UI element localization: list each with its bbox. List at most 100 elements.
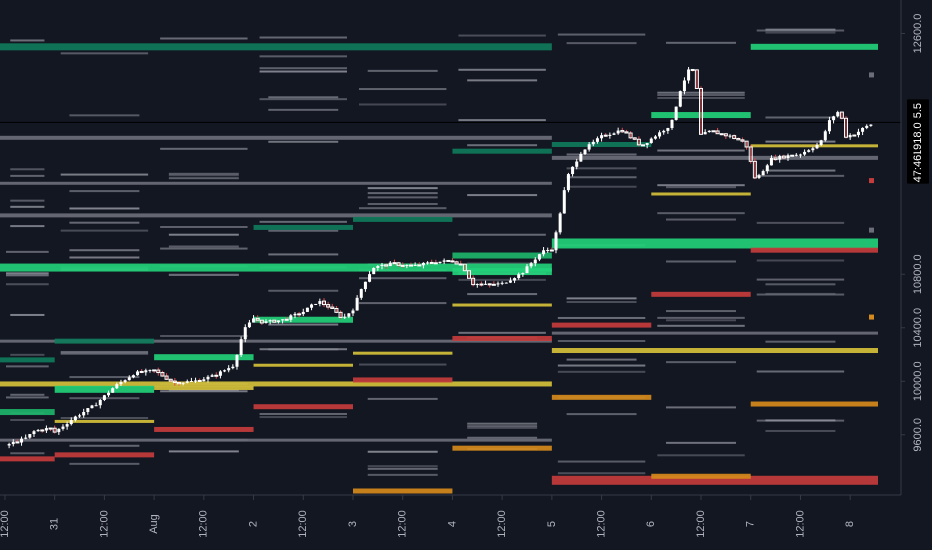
candle-body <box>778 156 782 160</box>
candle-body <box>24 437 28 439</box>
candle-body <box>632 137 637 140</box>
level-line-minor <box>69 376 140 379</box>
candle-body <box>197 379 202 382</box>
candle-body <box>94 405 98 407</box>
candle-body <box>529 263 533 267</box>
candle-body <box>670 119 674 129</box>
candle-body <box>297 313 302 316</box>
candle-body <box>636 138 641 146</box>
candle-body <box>769 157 773 166</box>
candle-body <box>111 388 115 393</box>
candle-body <box>384 264 389 267</box>
level-band <box>0 381 552 387</box>
candle-body <box>591 141 595 145</box>
candle-body <box>732 135 737 140</box>
candle-body <box>513 278 517 281</box>
level-line-minor <box>6 272 49 275</box>
candle-body <box>11 441 15 445</box>
candle-body <box>641 144 646 147</box>
time-tick-label: 7 <box>745 521 757 527</box>
level-line-minor <box>666 41 736 44</box>
level-line-minor <box>467 422 538 425</box>
level-line-minor <box>259 220 347 223</box>
price-tag-label: 47:46 <box>912 155 924 183</box>
level-line-minor <box>358 302 447 305</box>
level-line-minor <box>168 245 239 248</box>
candle-body <box>616 130 620 134</box>
level-line-minor <box>10 168 45 171</box>
level-line-minor <box>69 114 140 117</box>
level-line-minor <box>557 316 646 319</box>
candle-body <box>392 262 397 265</box>
level-band <box>551 141 652 147</box>
level-line-minor <box>6 396 49 399</box>
level-band <box>0 456 55 462</box>
candle-body <box>740 139 745 142</box>
candles <box>7 66 873 449</box>
level-band <box>0 357 55 363</box>
level-line-minor <box>168 389 239 392</box>
candle-body <box>355 297 359 311</box>
price-axis[interactable]: 12600.0 10800.0 10400.0 10000.0 9600.0 <box>901 14 924 452</box>
level-line-minor <box>10 199 45 202</box>
candle-body <box>40 429 45 432</box>
candle-body <box>28 434 32 438</box>
candle-body <box>119 382 123 385</box>
level-line-minor <box>765 169 836 172</box>
candle-body <box>624 131 629 134</box>
level-line-minor <box>160 335 248 338</box>
candle-body <box>259 319 264 324</box>
level-line-minor <box>259 67 347 70</box>
level-line-minor <box>458 68 546 71</box>
level-line-minor <box>367 192 438 195</box>
level-band <box>54 419 155 423</box>
candle-body <box>687 69 691 81</box>
level-line-minor <box>467 262 538 265</box>
time-tick-label: 12:00 <box>496 510 508 538</box>
time-tick-label: 4 <box>446 521 458 527</box>
level-line-minor <box>367 187 438 190</box>
level-line-minor <box>268 108 339 111</box>
candle-body <box>446 259 451 262</box>
level-line-minor <box>657 184 745 187</box>
level-line-minor <box>367 467 438 470</box>
candle-body <box>653 136 657 139</box>
candle-body <box>600 135 604 139</box>
candle-body <box>703 132 707 135</box>
level-line-minor <box>666 260 736 263</box>
level-line-minor <box>69 190 140 193</box>
level-band <box>253 363 353 367</box>
level-band <box>651 473 751 479</box>
candle-body <box>438 261 442 264</box>
level-line-minor <box>756 278 845 281</box>
price-tick-label: 10400.0 <box>912 308 924 348</box>
price-tag-box <box>907 118 929 165</box>
level-line-minor <box>268 323 339 326</box>
level-line-minor <box>358 103 447 106</box>
level-line-minor <box>566 167 637 170</box>
level-line-minor <box>10 205 45 208</box>
candle-body <box>819 140 823 145</box>
candle-body <box>372 268 376 275</box>
level-band <box>54 338 155 344</box>
candle-body <box>462 263 467 272</box>
time-tick-label: 8 <box>844 521 856 527</box>
candle-body <box>107 392 111 396</box>
candle-body <box>429 261 434 264</box>
time-axis[interactable]: 12:00 31 12:00 Aug 12:00 2 12:00 3 12:00 4 12:00 5 1… <box>0 495 856 538</box>
candle-body <box>281 319 285 321</box>
candle-body <box>554 232 558 251</box>
candle-body <box>15 441 20 444</box>
candle-body <box>210 375 214 377</box>
level-line-minor <box>367 450 438 453</box>
time-tick-label: 12:00 <box>397 510 409 538</box>
candle-body <box>694 69 699 89</box>
level-line-minor <box>458 331 546 334</box>
time-tick-label: 31 <box>49 518 61 530</box>
level-line-minor <box>557 33 646 36</box>
level-band <box>452 268 552 276</box>
candle-body <box>723 133 728 137</box>
level-line-minor <box>268 140 339 143</box>
